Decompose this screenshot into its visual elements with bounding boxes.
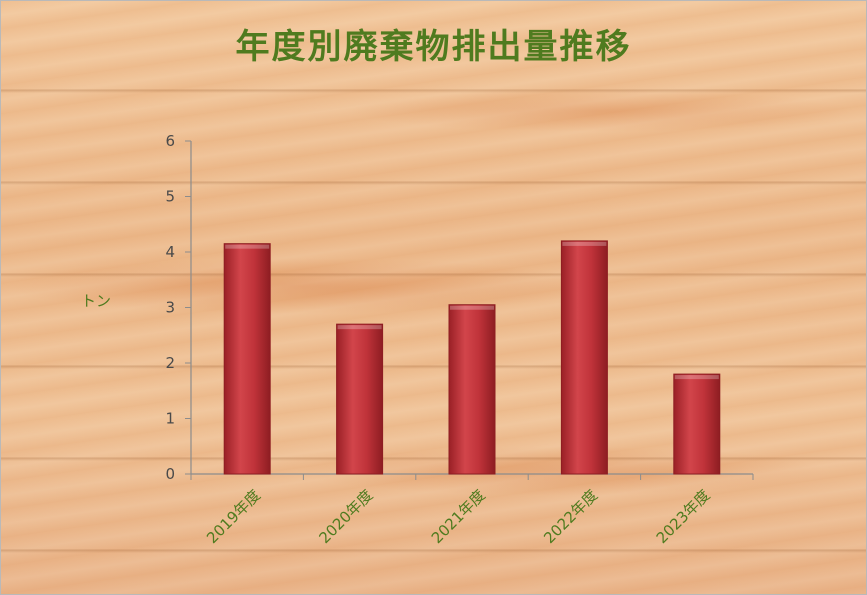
bar-highlight [450,305,494,310]
y-tick-label: 0 [165,465,175,483]
x-category-label: 2022年度 [540,486,601,547]
chart-title: 年度別廃棄物排出量推移 [235,27,632,67]
y-axis-label: トン [81,292,111,310]
x-category-label: 2021年度 [428,486,489,547]
bar [560,240,608,475]
y-tick-label: 2 [165,354,175,372]
bar-highlight [674,375,719,380]
y-tick-label: 3 [165,299,175,317]
bar [673,373,721,475]
y-tick-label: 4 [165,243,175,261]
bar-highlight [225,244,270,249]
x-category-label: 2020年度 [315,486,376,547]
bar [223,243,271,475]
bar [336,323,384,475]
x-category-label: 2023年度 [653,486,714,547]
bars [223,240,721,475]
y-tick-label: 1 [165,410,175,428]
y-tick-label: 6 [165,132,175,150]
bar-highlight [562,241,607,246]
bar-highlight [337,325,382,330]
bar [448,304,496,475]
y-tick-label: 5 [165,188,175,206]
labels: トン 2019年度 2020年度 2021年度 2022年度 2023年度 [81,292,714,547]
x-category-label: 2019年度 [203,486,264,547]
